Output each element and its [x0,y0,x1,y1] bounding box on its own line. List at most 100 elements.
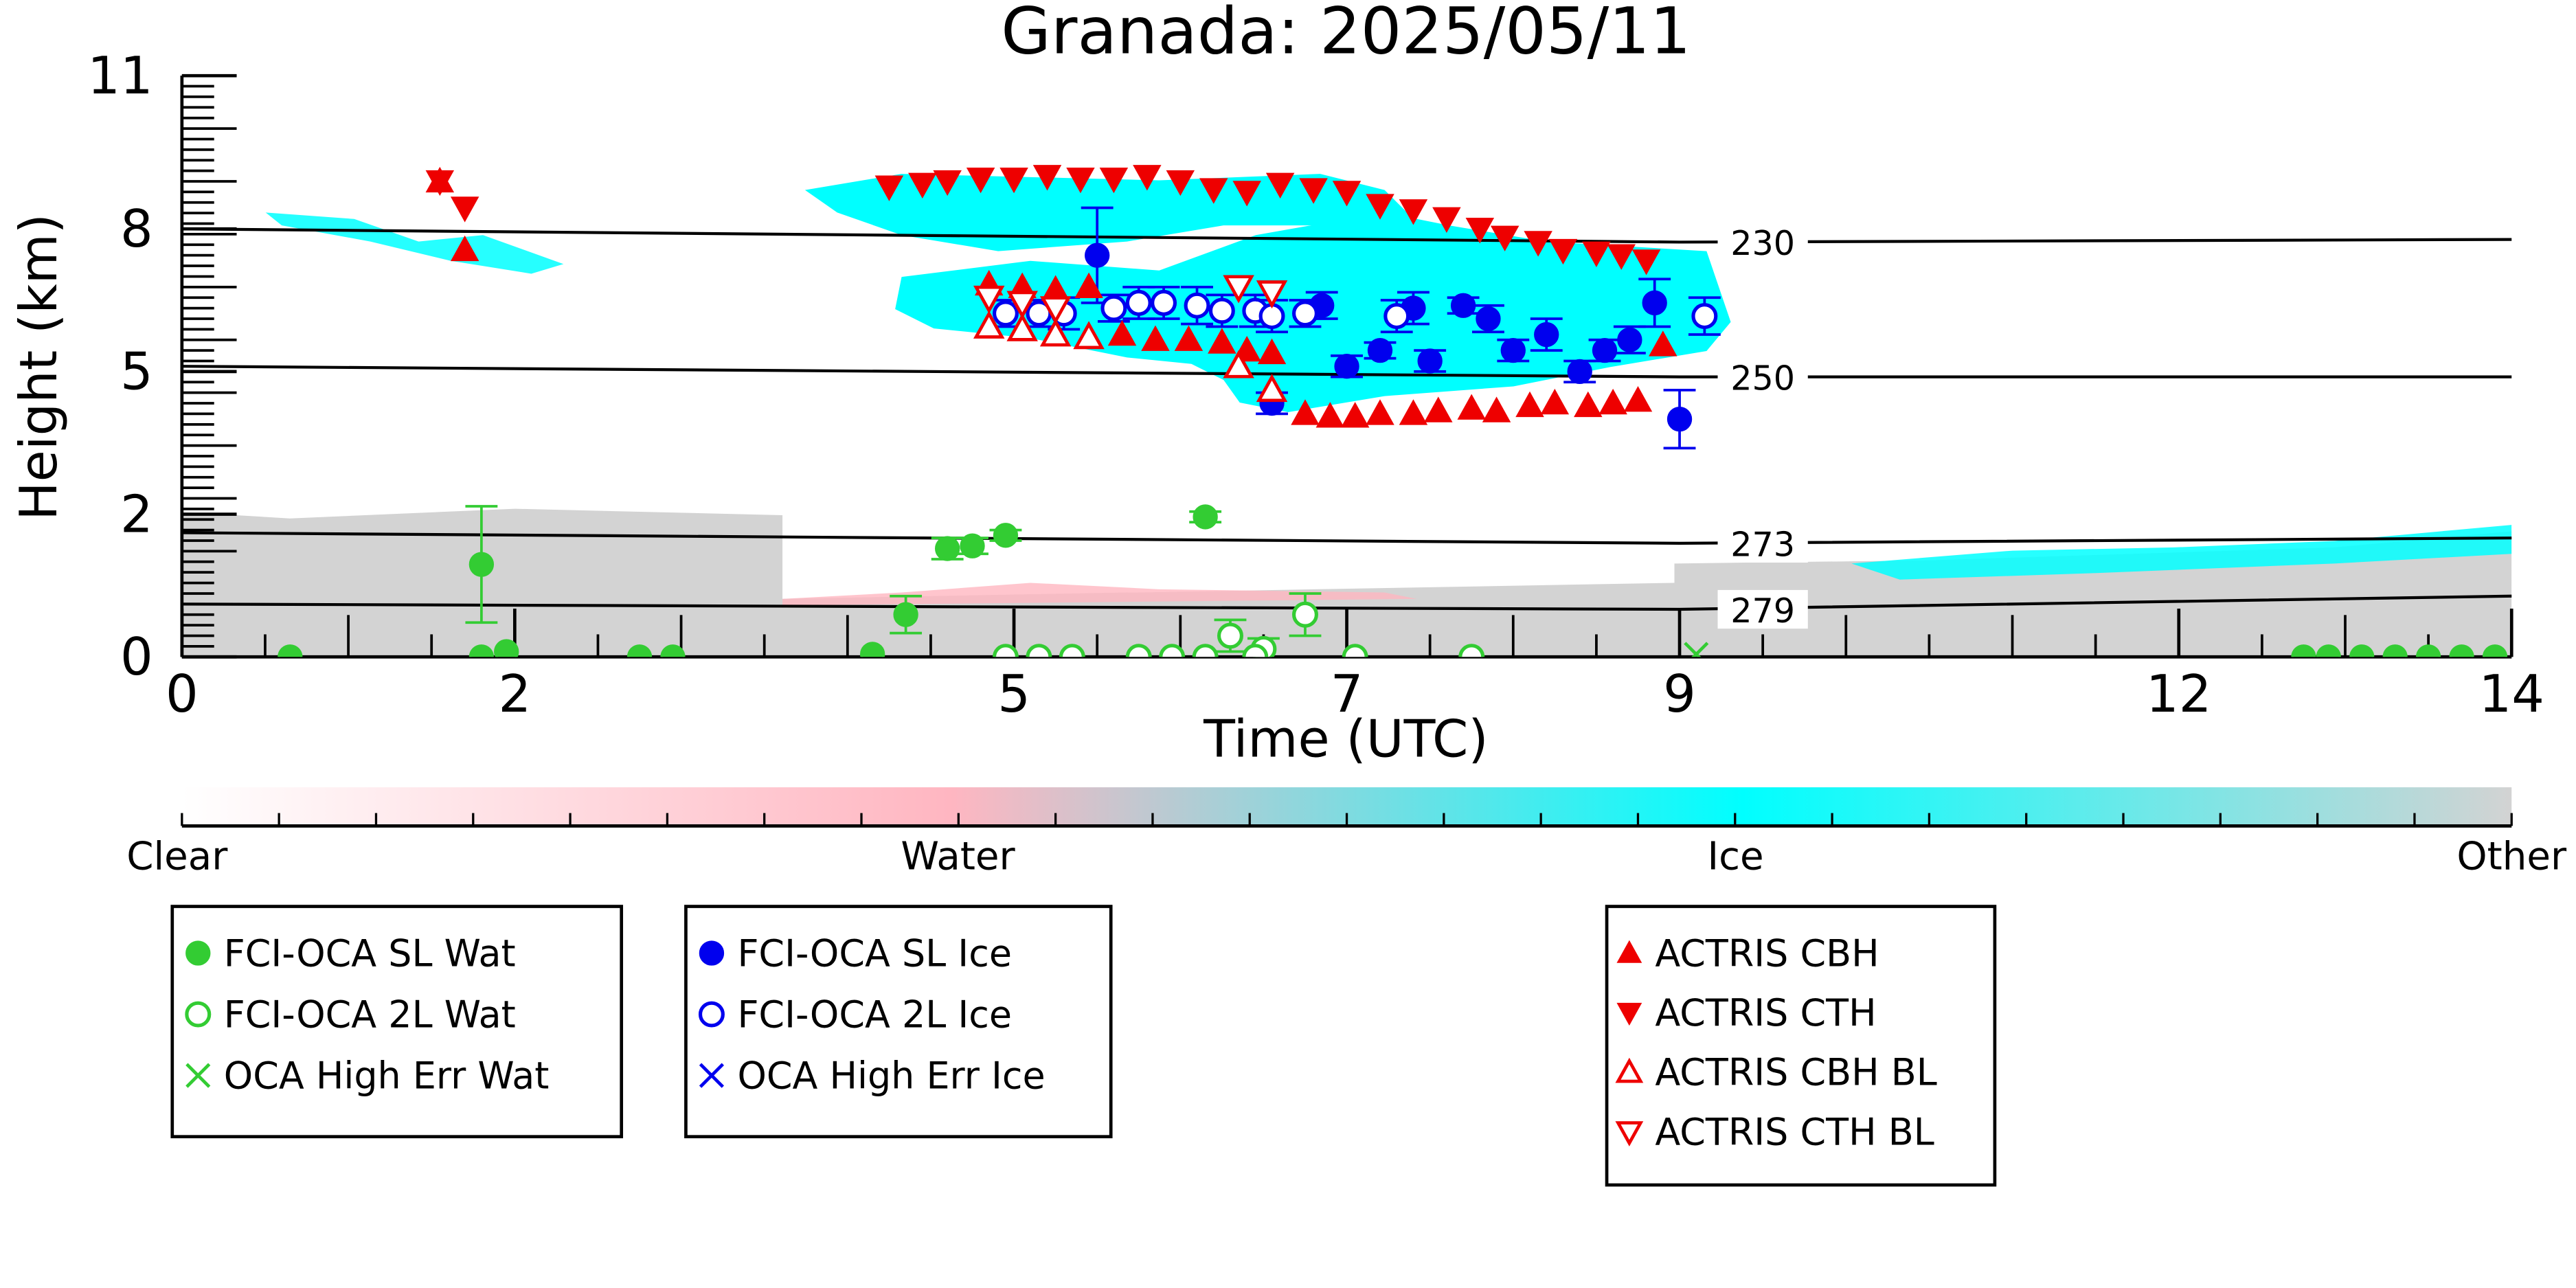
series-actris-cbh-bl [973,310,1288,403]
marker-filled-circle [2415,644,2441,657]
colorbar-label-water: Water [901,835,1015,879]
marker-triangle-down [1465,218,1495,244]
marker-triangle-down [1299,178,1328,204]
x-axis-ticks: 0 2 5 7 9 12 14 [166,608,2544,724]
legend-actris: ACTRIS CBH ACTRIS CTH ACTRIS CBH BL ACTRIS … [1605,905,1997,1187]
marker-triangle-up [1540,388,1570,415]
legend-entry-label: ACTRIS CTH BL [1655,1110,1934,1153]
marker-triangle-up [973,310,1005,339]
marker-filled-circle [494,639,519,657]
marker-open-circle [185,1001,212,1028]
marker-open-circle [1292,300,1318,327]
marker-triangle-up [1623,386,1653,412]
legend-entry-label: FCI-OCA 2L Wat [224,993,516,1036]
marker-triangle-up [1424,396,1453,422]
marker-filled-circle [1667,406,1693,432]
legend-entry-label: OCA High Err Ice [737,1054,1045,1097]
series-actris-cth [425,165,1661,275]
marker-triangle-up [1399,399,1428,425]
marker-filled-circle [660,644,686,657]
series-actris-cth-bl [973,275,1288,325]
ice-phase-region [804,174,1417,251]
isotherm-label: 273 [1730,525,1795,565]
marker-filled-circle [859,642,885,657]
legend-entry-label: OCA High Err Wat [224,1054,550,1097]
legend-entry-label: ACTRIS CBH [1655,931,1879,975]
marker-filled-circle [1334,354,1359,379]
marker-open-circle [1100,295,1127,321]
marker-triangle-down [966,167,995,194]
isotherm-label-bg [1717,589,1808,629]
marker-filled-circle [960,533,985,558]
series-actris-cbh [425,166,1677,428]
x-tick-label: 12 [2146,664,2211,724]
marker-triangle-down [450,196,479,223]
marker-triangle-down [1223,275,1254,304]
marker-filled-circle [2349,644,2375,657]
marker-triangle-down [1616,1002,1642,1026]
legend-entry-label: FCI-OCA 2L Ice [737,993,1012,1036]
marker-filled-circle [699,940,725,966]
isotherm-label-bg [1717,223,1808,262]
marker-triangle-down [1256,280,1288,309]
marker-triangle-down [1607,244,1636,270]
marker-triangle-up [1107,319,1137,346]
isotherm-label-bg [1717,523,1808,563]
y-tick-label: 2 [120,484,153,544]
isotherm-label-bg [1717,357,1808,396]
x-tick-label: 2 [498,664,531,724]
cloud-phase-curtain [181,174,2512,657]
marker-triangle-up [1223,350,1254,379]
series-oca-high-err-wat [1684,642,1709,657]
legend-entry-label: ACTRIS CTH [1655,991,1876,1035]
marker-triangle-down [1032,165,1062,191]
x-tick-label: 9 [1663,664,1696,724]
marker-triangle-down [908,172,937,199]
marker-triangle-down [1490,225,1519,251]
marker-triangle-down [1524,231,1552,257]
marker-x-stroke [699,1063,725,1088]
marker-triangle-down [1265,172,1295,199]
marker-triangle-down [1232,181,1261,207]
marker-triangle-up [1366,399,1394,425]
marker-filled-circle [1617,327,1642,352]
legend-ice: FCI-OCA SL Ice FCI-OCA 2L Ice OCA High Err… [684,905,1113,1139]
marker-triangle-down [933,170,962,196]
x-tick-label: 5 [997,664,1030,724]
marker-x [1684,642,1709,657]
legend-entry-label: FCI-OCA SL Wat [224,931,516,975]
marker-open-circle [1292,601,1318,628]
x-axis-label: Time (UTC) [1203,709,1489,769]
other-phase-region [181,508,2512,657]
marker-open-circle [1342,644,1368,657]
marker-filled-circle [1567,359,1592,385]
marker-x [185,1063,211,1088]
y-axis-label: Height (km) [8,214,69,521]
marker-filled-circle [468,644,495,657]
marker-triangle-up [1256,374,1288,403]
marker-triangle-down [973,285,1005,314]
marker-open-circle [1125,644,1152,657]
marker-triangle-up [1482,396,1511,422]
marker-triangle-down [874,175,904,201]
marker-filled-circle [1085,242,1110,268]
marker-triangle-down [1133,165,1162,191]
marker-filled-circle [278,644,303,657]
marker-triangle-up [1340,402,1370,428]
legend-actris-box [1605,905,1997,1187]
marker-filled-circle [2316,644,2341,657]
series-fci-oca-sl-ice [1081,206,1696,450]
legend-entry-label: FCI-OCA SL Ice [737,931,1012,975]
marker-filled-circle [893,602,918,627]
legend-ice-box [684,905,1113,1139]
marker-open-circle [1383,303,1410,330]
marker-open-circle [1691,303,1718,330]
marker-x [699,1063,725,1088]
marker-triangle-down [1582,241,1611,267]
marker-triangle-up [1006,313,1038,341]
marker-filled-circle [1592,337,1618,363]
marker-triangle-up [450,235,479,262]
marker-filled-circle [1642,290,1667,316]
marker-open-circle [1208,297,1235,324]
